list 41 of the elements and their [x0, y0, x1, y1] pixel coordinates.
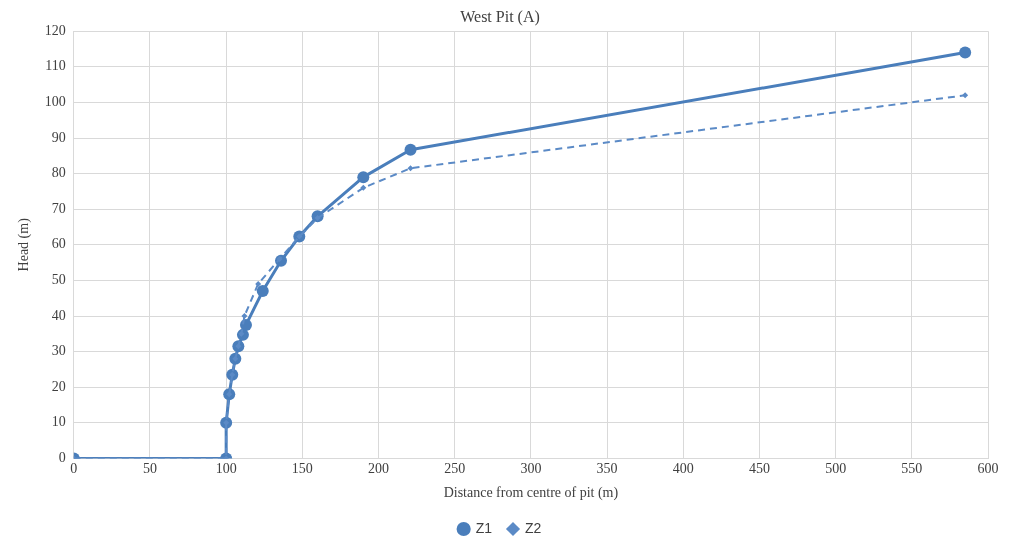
point	[959, 46, 972, 59]
y-tick-label: 30	[51, 343, 66, 359]
chart-title: West Pit (A)	[460, 7, 540, 26]
y-tick-label: 60	[51, 236, 66, 252]
y-tick-label: 100	[44, 94, 66, 110]
y-tick-label: 20	[51, 378, 66, 394]
y-axis-title: Head (m)	[16, 217, 33, 272]
y-tick-label: 90	[51, 129, 66, 145]
x-tick-label: 150	[291, 461, 313, 477]
point	[255, 280, 262, 287]
x-tick-label: 50	[142, 461, 157, 477]
y-tick-label: 120	[44, 22, 66, 38]
x-tick-label: 600	[977, 461, 999, 477]
legend-label: Z1	[475, 519, 493, 536]
x-axis-title: Distance from centre of pit (m)	[443, 485, 619, 502]
y-tick-label: 50	[51, 272, 66, 288]
x-tick-label: 250	[444, 461, 466, 477]
point	[962, 92, 969, 99]
x-tick-label: 200	[368, 461, 390, 477]
x-tick-label: 0	[70, 461, 78, 477]
point	[241, 313, 248, 319]
y-tick-label: 80	[51, 165, 66, 181]
x-tick-label: 100	[215, 461, 237, 477]
point	[404, 143, 417, 156]
y-tick-label: 110	[45, 58, 66, 74]
point	[407, 165, 414, 172]
y-tick-label: 40	[51, 307, 66, 323]
point	[360, 184, 367, 191]
y-tick-label: 0	[58, 450, 66, 466]
point	[256, 285, 269, 298]
x-tick-label: 550	[901, 461, 923, 477]
x-tick-label: 300	[520, 461, 542, 477]
y-tick-label: 70	[51, 200, 66, 216]
x-tick-label: 500	[825, 461, 847, 477]
y-tick-label: 10	[51, 414, 66, 430]
legend-label: Z2	[525, 519, 542, 536]
point	[239, 318, 252, 331]
x-tick-label: 400	[672, 461, 694, 477]
point	[357, 171, 370, 184]
x-tick-label: 350	[596, 461, 618, 477]
x-tick-label: 450	[748, 461, 770, 477]
